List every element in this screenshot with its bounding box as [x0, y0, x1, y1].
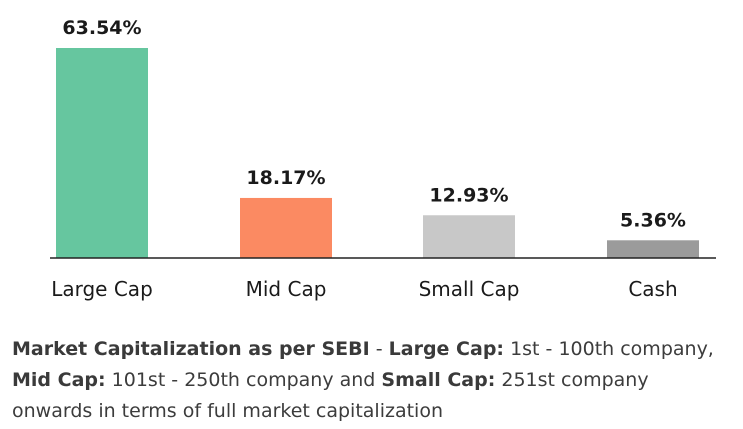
category-label-small-cap: Small Cap [419, 277, 520, 301]
value-label-mid-cap: 18.17% [246, 167, 325, 189]
footnote-separator: - [369, 338, 389, 360]
footnote-large-cap-definition: 1st - 100th company, [504, 338, 714, 360]
footnote: Market Capitalization as per SEBI - Larg… [12, 334, 732, 427]
bar-small-cap [423, 215, 515, 258]
value-label-cash: 5.36% [620, 209, 686, 231]
category-label-large-cap: Large Cap [51, 277, 153, 301]
category-label-mid-cap: Mid Cap [246, 277, 327, 301]
footnote-small-cap-term: Small Cap: [381, 369, 496, 391]
bar-cash [607, 240, 699, 258]
category-label-cash: Cash [628, 277, 677, 301]
footnote-mid-cap-term: Mid Cap: [12, 369, 106, 391]
bar-chart: 63.54% Large Cap 18.17% Mid Cap 12.93% Small … [50, 17, 716, 301]
footnote-large-cap-term: Large Cap: [388, 338, 505, 360]
bars-group [56, 48, 699, 258]
value-label-large-cap: 63.54% [62, 17, 141, 39]
bar-mid-cap [240, 197, 332, 258]
footnote-small-cap-definition: 251st company onwards in terms of full m… [12, 369, 649, 422]
bar-large-cap [56, 48, 148, 258]
labels-group: 63.54% Large Cap 18.17% Mid Cap 12.93% Small … [51, 17, 686, 301]
value-label-small-cap: 12.93% [429, 184, 508, 206]
footnote-mid-cap-definition: 101st - 250th company and [105, 369, 382, 391]
footnote-title: Market Capitalization as per SEBI [12, 338, 370, 360]
